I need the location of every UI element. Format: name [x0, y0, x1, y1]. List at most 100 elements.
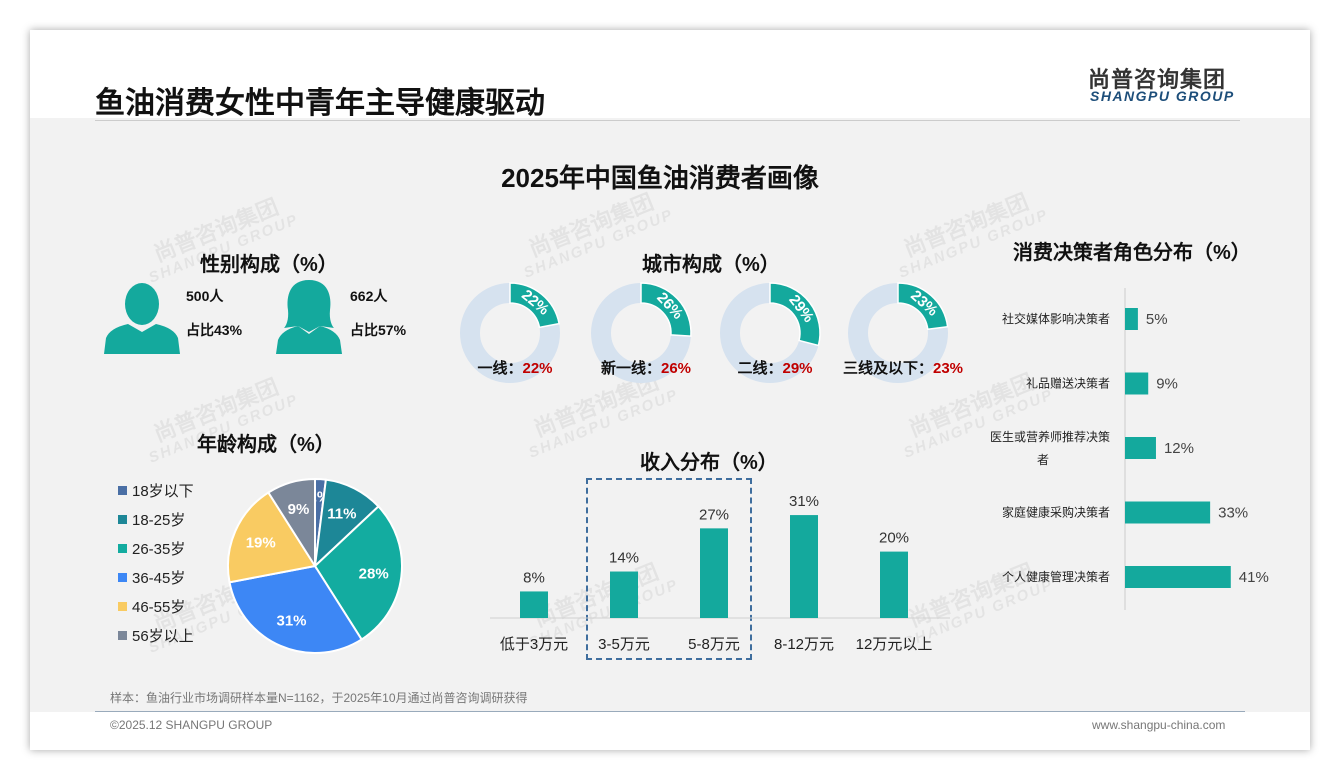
- legend-swatch: [118, 544, 127, 553]
- income-bar: [880, 551, 908, 618]
- decision-bar: [1125, 566, 1231, 588]
- pie-slice: [267, 477, 316, 570]
- pie-label: 28%: [359, 565, 389, 582]
- female-icon: [276, 280, 342, 354]
- donut-segment: [769, 282, 821, 347]
- bar-value-label: 9%: [1156, 376, 1178, 393]
- city-name: 新一线：: [600, 360, 661, 377]
- x-tick-label: 12万元以上: [856, 636, 933, 653]
- legend-item: 18岁以下: [118, 480, 194, 501]
- male-share: 占比43%: [186, 322, 243, 338]
- legend-swatch: [118, 631, 127, 640]
- y-tick-label: 家庭健康采购决策者: [1002, 505, 1110, 520]
- legend-label: 46-55岁: [132, 599, 186, 616]
- city-name: 二线：: [737, 360, 783, 377]
- y-tick-label: 社交媒体影响决策者: [1002, 311, 1110, 326]
- legend-label: 36-45岁: [132, 570, 186, 587]
- city-name: 一线：: [477, 360, 523, 377]
- bar-value-label: 12%: [1164, 440, 1194, 457]
- donut-segment: [509, 282, 560, 329]
- male-count: 500人: [186, 288, 224, 304]
- logo-en: SHANGPU GROUP: [1090, 88, 1235, 104]
- city-donut: 29%: [720, 282, 821, 383]
- main-title: 2025年中国鱼油消费者画像: [501, 163, 819, 193]
- pie-label: 19%: [246, 535, 276, 552]
- income-bar-chart: 8% 低于3万元 14% 3-5万元 27% 5-8万元 31% 8-12万元 20% 12万元以…: [490, 493, 950, 653]
- legend-label: 18-25岁: [132, 512, 186, 529]
- legend-item: 56岁以上: [118, 625, 194, 646]
- city-label: 三线及以下：23%: [838, 357, 968, 378]
- y-tick-label: 礼品赠送决策者: [1026, 376, 1110, 391]
- bar-value-label: 27%: [699, 506, 729, 523]
- city-label: 二线：29%: [710, 357, 840, 378]
- footer-divider: [95, 711, 1245, 712]
- x-tick-label: 低于3万元: [500, 636, 568, 653]
- pie-slice: [227, 491, 317, 584]
- legend-label: 18岁以下: [132, 483, 194, 500]
- income-title: 收入分布（%）: [640, 452, 778, 474]
- donut-segment: [897, 282, 949, 331]
- legend-swatch: [118, 486, 127, 495]
- city-value: 29%: [782, 360, 813, 377]
- female-count: 662人: [350, 288, 388, 304]
- income-bar: [790, 515, 818, 618]
- bar-value-label: 14%: [609, 550, 639, 567]
- legend-item: 46-55岁: [118, 596, 185, 617]
- legend-label: 56岁以上: [132, 628, 194, 645]
- age-pie-chart: 2%11%28%31%19%9%: [227, 477, 403, 654]
- sample-note: 样本：鱼油行业市场调研样本量N=1162，于2025年10月通过尚普咨询调研获得: [110, 691, 528, 705]
- bar-value-label: 20%: [879, 530, 909, 547]
- pie-label: 11%: [327, 505, 356, 522]
- x-tick-label: 3-5万元: [598, 636, 650, 653]
- city-label: 新一线：26%: [581, 357, 711, 378]
- x-tick-label: 5-8万元: [688, 636, 740, 653]
- y-tick-label: 个人健康管理决策者: [1002, 569, 1110, 584]
- city-value: 23%: [932, 360, 964, 377]
- pie-label: 31%: [276, 612, 306, 629]
- bar-value-label: 8%: [523, 569, 545, 586]
- income-bar: [520, 591, 548, 618]
- decision-bar: [1125, 501, 1211, 524]
- legend-item: 26-35岁: [118, 538, 185, 559]
- page-title: 鱼油消费女性中青年主导健康驱动: [95, 87, 545, 120]
- legend-swatch: [118, 515, 127, 524]
- bar-value-label: 5%: [1146, 311, 1168, 328]
- gender-title: 性别构成（%）: [200, 254, 338, 276]
- decision-title: 消费决策者角色分布（%）: [1013, 242, 1251, 264]
- legend-item: 18-25岁: [118, 509, 185, 530]
- logo-cn: 尚普咨询集团: [1088, 67, 1227, 92]
- y-tick-label-cont: 者: [1037, 453, 1049, 467]
- pie-label: 9%: [288, 501, 310, 518]
- income-bar: [700, 528, 728, 618]
- donut-segment: [640, 282, 692, 337]
- city-donut: 26%: [591, 282, 692, 383]
- decision-bar: [1125, 372, 1149, 395]
- legend-label: 26-35岁: [132, 541, 186, 558]
- female-share: 占比57%: [350, 322, 407, 338]
- city-name: 三线及以下：: [842, 360, 933, 377]
- city-donut: 23%: [848, 282, 949, 383]
- pie-slice: [313, 505, 403, 641]
- header-divider: [95, 120, 1240, 121]
- bar-value-label: 31%: [789, 493, 819, 510]
- decision-bar: [1125, 437, 1156, 459]
- city-value: 22%: [522, 360, 553, 377]
- pie-slice: [228, 564, 363, 654]
- legend-swatch: [118, 573, 127, 582]
- bar-value-label: 41%: [1239, 569, 1269, 586]
- legend-item: 36-45岁: [118, 567, 185, 588]
- city-donut: 22%: [460, 282, 560, 383]
- website-link[interactable]: www.shangpu-china.com: [1092, 718, 1226, 732]
- legend-swatch: [118, 602, 127, 611]
- x-tick-label: 8-12万元: [774, 636, 834, 653]
- highlight-box: [586, 478, 752, 660]
- income-bar: [610, 571, 638, 618]
- male-icon: [104, 283, 180, 354]
- bar-value-label: 33%: [1218, 505, 1248, 522]
- city-value: 26%: [660, 360, 692, 377]
- decision-bar: [1125, 308, 1138, 330]
- copyright: ©2025.12 SHANGPU GROUP: [110, 718, 273, 732]
- age-title: 年龄构成（%）: [197, 434, 335, 456]
- y-tick-label: 医生或营养师推荐决策: [990, 429, 1110, 444]
